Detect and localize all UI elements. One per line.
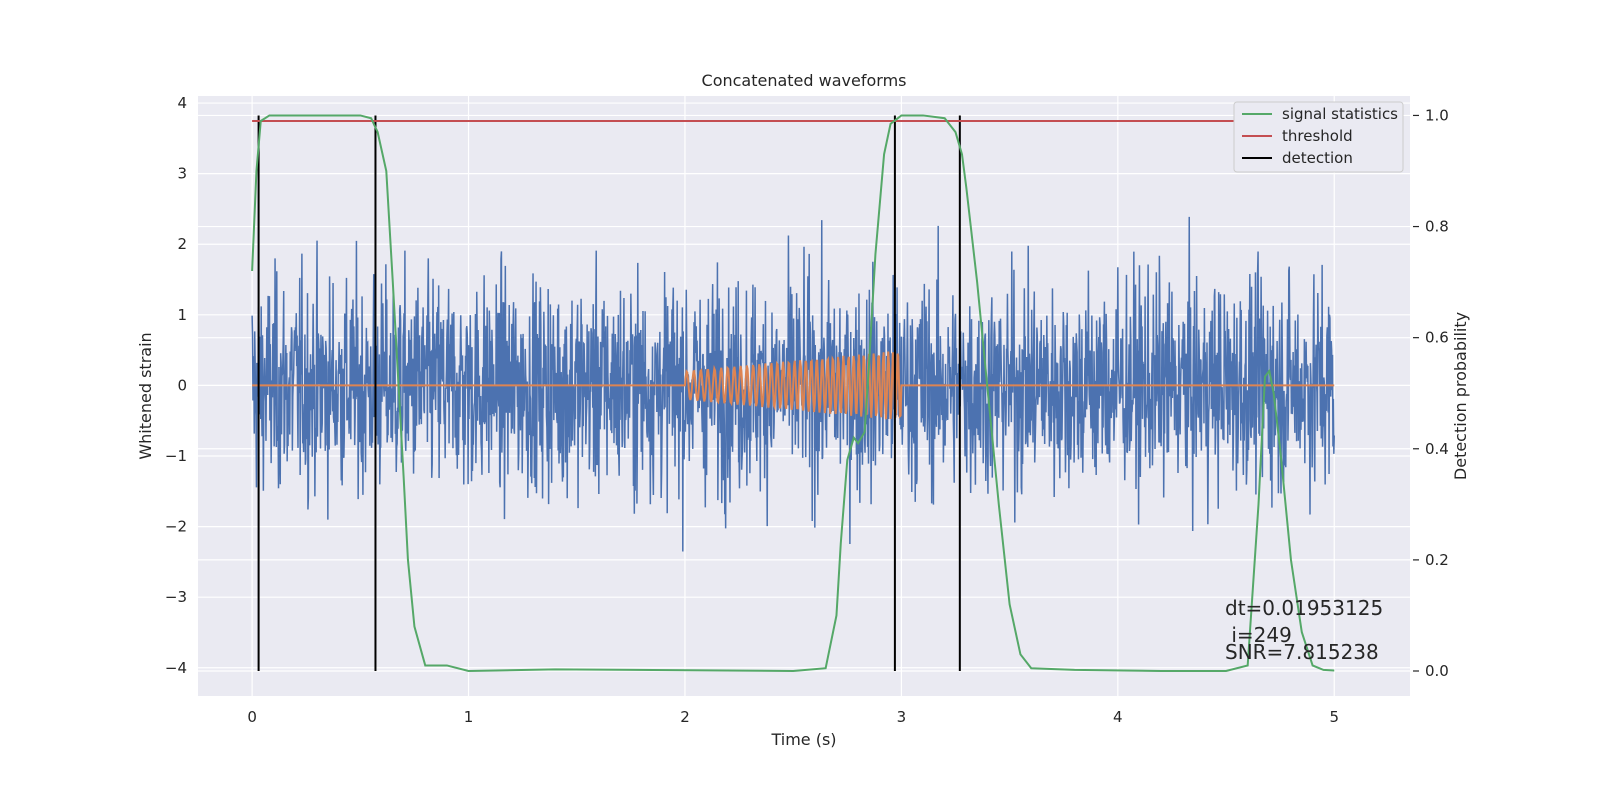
chirp-series — [252, 351, 1335, 420]
y-right-tick-labels: 0.0 0.2 0.4 0.6 0.8 1.0 — [1413, 106, 1449, 680]
y-tick-label: 0 — [177, 376, 187, 394]
plot-area — [251, 114, 1335, 673]
annotation-index: i=249 — [1225, 623, 1292, 647]
signal-statistics-line — [251, 114, 1335, 673]
y-right-tick-label: 0.8 — [1425, 218, 1449, 236]
annotation-dt: dt=0.01953125 — [1225, 596, 1383, 620]
y-tick-label: 4 — [177, 94, 187, 112]
y-tick-label: −3 — [165, 588, 187, 606]
y-tick-label: 2 — [177, 235, 187, 253]
x-tick-label: 1 — [464, 708, 474, 726]
legend: signal statistics threshold detection — [1233, 101, 1404, 173]
y-tick-labels: −4 −3 −2 −1 0 1 2 3 4 — [165, 94, 187, 677]
x-tick-labels: 0 1 2 3 4 5 — [247, 708, 1339, 726]
y-right-axis-label: Detection probability — [1451, 312, 1470, 480]
y-tick-label: 3 — [177, 165, 187, 183]
x-tick-label: 5 — [1329, 708, 1339, 726]
chart-title: Concatenated waveforms — [702, 71, 907, 90]
x-axis-label: Time (s) — [770, 730, 836, 749]
y-axis-label: Whitened strain — [136, 332, 155, 459]
x-tick-label: 3 — [897, 708, 907, 726]
y-right-tick-label: 0.0 — [1425, 662, 1449, 680]
y-right-tick-label: 0.6 — [1425, 329, 1449, 347]
y-tick-label: 1 — [177, 306, 187, 324]
legend-box — [1233, 101, 1404, 173]
legend-label-detection: detection — [1282, 149, 1353, 167]
x-tick-label: 2 — [680, 708, 690, 726]
y-tick-label: −4 — [165, 659, 187, 677]
strain-line — [251, 216, 1335, 552]
legend-label-threshold: threshold — [1282, 127, 1353, 145]
y-right-tick-label: 0.2 — [1425, 551, 1449, 569]
y-right-tick-label: 1.0 — [1425, 106, 1449, 124]
y-tick-label: −2 — [165, 518, 187, 536]
strain-series — [251, 216, 1335, 552]
detection-series — [257, 115, 961, 671]
y-right-tick-label: 0.4 — [1425, 440, 1449, 458]
signal-statistics-series — [251, 114, 1335, 673]
legend-label-signal-statistics: signal statistics — [1282, 105, 1398, 123]
annotation-snr: SNR=7.815238 — [1225, 640, 1379, 664]
y-tick-label: −1 — [165, 447, 187, 465]
x-tick-label: 0 — [247, 708, 257, 726]
x-tick-label: 4 — [1113, 708, 1123, 726]
chirp-line — [252, 351, 1335, 420]
